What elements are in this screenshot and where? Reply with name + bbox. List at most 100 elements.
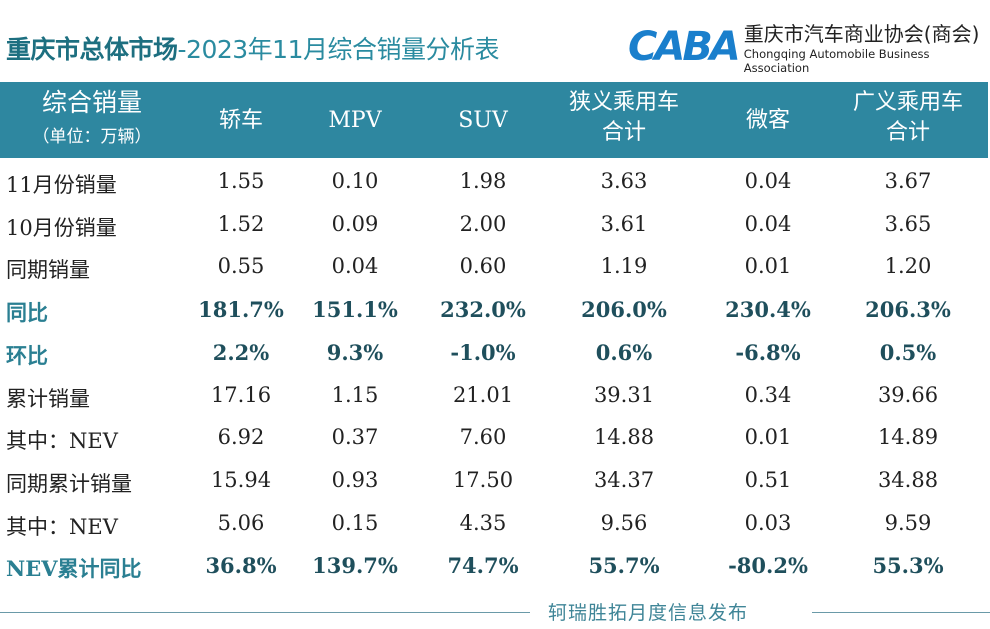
table-cell: 232.0% <box>440 297 526 323</box>
table-cell: 9.56 <box>600 510 648 535</box>
row-label: 同比 <box>6 300 48 326</box>
table-cell: 6.92 <box>217 425 265 450</box>
table-cell: 34.37 <box>593 467 655 492</box>
table-row: 环比 2.2% 9.3% -1.0% 0.6% -6.8% 0.5% <box>0 332 990 375</box>
table-cell: 7.60 <box>459 425 507 450</box>
table-cell: 181.7% <box>198 297 284 323</box>
table-cell: 230.4% <box>725 297 811 323</box>
row-label: 同期销量 <box>6 258 90 283</box>
table-cell: 0.09 <box>331 211 379 236</box>
row-label: 累计销量 <box>6 386 90 411</box>
table-cell: 17.16 <box>210 382 272 407</box>
header-unit: （单位：万辆） <box>32 127 152 147</box>
table-cell: 0.51 <box>744 467 792 492</box>
table-cell: 0.04 <box>331 254 379 279</box>
column-header: SUV <box>458 108 508 133</box>
table-cell: 3.65 <box>884 211 932 236</box>
column-header: 狭义乘用车 <box>568 90 680 115</box>
table-cell: 17.50 <box>452 467 514 492</box>
row-label: 同期累计销量 <box>6 471 132 496</box>
table-cell: 39.66 <box>877 382 939 407</box>
table-cell: 9.3% <box>326 339 384 365</box>
table-cell: 15.94 <box>210 467 272 492</box>
table-cell: -1.0% <box>450 339 516 365</box>
row-label: NEV累计同比 <box>6 556 142 582</box>
logo-en: Chongqing Automobile Business Associatio… <box>743 47 930 75</box>
table-cell: 0.93 <box>331 467 379 492</box>
table-cell: 0.37 <box>331 425 379 450</box>
table-cell: 0.15 <box>331 510 379 535</box>
table-cell: 1.20 <box>884 254 932 279</box>
table-cell: 139.7% <box>312 553 398 579</box>
footer-divider-right <box>812 612 990 613</box>
table-cell: 151.1% <box>312 297 398 323</box>
column-header: 微客 <box>745 108 791 133</box>
table-cell: 0.04 <box>744 211 792 236</box>
column-header: 合计 <box>885 120 931 145</box>
table-cell: 34.88 <box>877 467 939 492</box>
table-row: 10月份销量 1.52 0.09 2.00 3.61 0.04 3.65 <box>0 204 990 247</box>
table-cell: 0.04 <box>744 169 792 193</box>
caba-logo: CABA 重庆市汽车商业协会(商会) Chongqing Automobile … <box>628 18 990 75</box>
column-header: MPV <box>328 108 382 133</box>
table-cell: 206.3% <box>865 297 951 323</box>
table-cell: 55.3% <box>872 553 944 579</box>
page-title: 重庆市总体市场-2023年11月综合销量分析表 <box>6 30 499 66</box>
table-row: 同比 181.7% 151.1% 232.0% 206.0% 230.4% 206.3% <box>0 289 990 332</box>
header-label: 综合销量 <box>41 88 143 117</box>
table-cell: 1.98 <box>459 169 507 193</box>
row-label: 环比 <box>6 342 48 368</box>
table-row: 同期累计销量 15.94 0.93 17.50 34.37 0.51 34.88 <box>0 460 990 503</box>
table-row: 累计销量 17.16 1.15 21.01 39.31 0.34 39.66 <box>0 375 990 418</box>
table-cell: 1.55 <box>217 169 265 193</box>
table-cell: 0.5% <box>879 339 937 365</box>
table-cell: 5.06 <box>217 510 265 535</box>
table-cell: 2.00 <box>459 211 507 236</box>
table-row: 其中：NEV 5.06 0.15 4.35 9.56 0.03 9.59 <box>0 503 990 546</box>
table-cell: 206.0% <box>581 297 667 323</box>
logo-cn: 重庆市汽车商业协会(商会) <box>743 22 980 46</box>
table-cell: 3.67 <box>884 169 932 193</box>
table-cell: 0.6% <box>595 339 653 365</box>
row-label: 其中：NEV <box>6 429 118 454</box>
table-header: 综合销量 （单位：万辆） 轿车 MPV SUV 狭义乘用车合计 微客 广义乘用车合计 <box>0 82 988 158</box>
column-header: 合计 <box>601 120 647 145</box>
table-cell: 1.19 <box>600 254 648 279</box>
table-cell: 14.88 <box>593 425 655 450</box>
row-label: 10月份销量 <box>6 215 117 240</box>
table-cell: 1.15 <box>331 382 379 407</box>
footer-divider-left <box>0 612 530 613</box>
table-cell: 21.01 <box>452 382 514 407</box>
title-bold: 重庆市总体市场 <box>6 35 178 64</box>
table-cell: 9.59 <box>884 510 932 535</box>
table-cell: 55.7% <box>588 553 660 579</box>
table-row: 同期销量 0.55 0.04 0.60 1.19 0.01 1.20 <box>0 246 990 289</box>
table-cell: 0.03 <box>744 510 792 535</box>
table-cell: 0.01 <box>744 425 792 450</box>
table-cell: 0.01 <box>744 254 792 279</box>
table-cell: 39.31 <box>593 382 655 407</box>
table-cell: 1.52 <box>217 211 265 236</box>
table-cell: -80.2% <box>728 553 808 579</box>
table-row: 其中：NEV 6.92 0.37 7.60 14.88 0.01 14.89 <box>0 417 990 460</box>
table-cell: 14.89 <box>877 425 939 450</box>
footer-text: 轲瑞胜拓月度信息发布 <box>548 602 749 624</box>
row-label: 其中：NEV <box>6 514 118 539</box>
row-label: 11月份销量 <box>6 173 117 197</box>
table-cell: 0.55 <box>217 254 265 279</box>
column-header: 轿车 <box>218 108 264 133</box>
logo-mark: CABA <box>628 23 741 70</box>
title-rest: -2023年11月综合销量分析表 <box>177 35 500 64</box>
table-cell: 0.10 <box>331 169 379 193</box>
table-cell: 0.34 <box>744 382 792 407</box>
table-cell: 3.63 <box>600 169 648 193</box>
table-row: NEV累计同比 36.8% 139.7% 74.7% 55.7% -80.2% 55.3% <box>0 545 990 588</box>
table-cell: 0.60 <box>459 254 507 279</box>
table-cell: -6.8% <box>735 339 801 365</box>
table-cell: 4.35 <box>459 510 507 535</box>
column-header: 广义乘用车 <box>852 90 964 115</box>
table-cell: 3.61 <box>600 211 648 236</box>
table-cell: 74.7% <box>447 553 519 579</box>
table-row: 11月份销量 1.55 0.10 1.98 3.63 0.04 3.67 <box>0 161 990 204</box>
table-cell: 36.8% <box>205 553 277 579</box>
